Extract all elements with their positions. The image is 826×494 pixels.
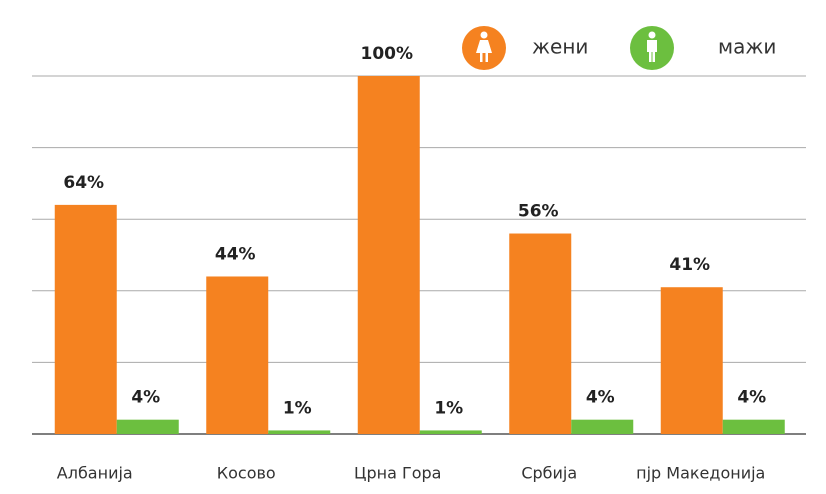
bar [419, 430, 482, 434]
value-label: 4% [737, 388, 766, 408]
bar [357, 76, 420, 434]
x-tick-label: Албанија [57, 464, 133, 483]
bar [571, 419, 634, 434]
bar [722, 419, 785, 434]
bar [116, 419, 179, 434]
value-label: 100% [360, 44, 413, 64]
legend-label: жени [532, 35, 588, 59]
value-label: 4% [586, 388, 615, 408]
bar [54, 204, 117, 434]
bar [206, 276, 269, 434]
value-label: 56% [518, 202, 559, 222]
bar [268, 430, 331, 434]
x-tick-label: Косово [217, 464, 276, 483]
x-tick-label: пјр Македонија [636, 464, 765, 483]
male-icon [647, 31, 657, 62]
value-label: 64% [63, 173, 104, 193]
legend-label: мажи [718, 35, 776, 59]
value-label: 1% [434, 398, 463, 418]
value-label: 4% [131, 388, 160, 408]
female-icon [476, 31, 492, 62]
x-tick-label: Србија [521, 464, 577, 483]
bar [660, 287, 723, 434]
value-label: 1% [283, 398, 312, 418]
value-label: 44% [215, 244, 256, 264]
bar [509, 233, 572, 434]
value-label: 41% [669, 255, 710, 275]
legend: жени мажи [462, 26, 776, 70]
x-tick-label: Црна Гора [354, 464, 441, 483]
